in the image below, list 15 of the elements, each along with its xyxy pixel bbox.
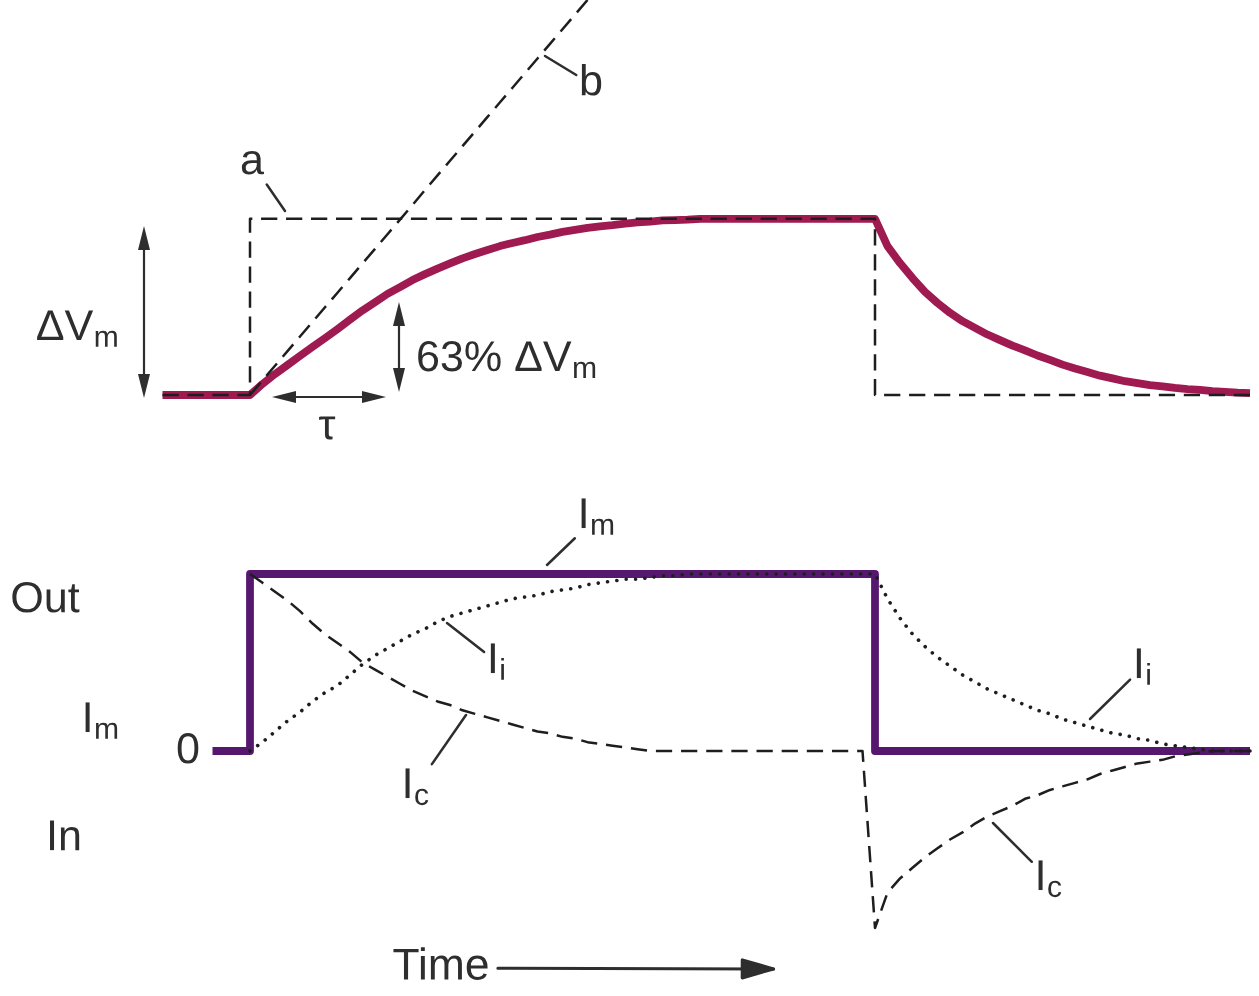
annotation: a [241,150,264,175]
text: 0 [177,733,199,764]
text: In [50,820,80,851]
annotation: b [581,63,602,96]
text: Out [12,582,80,613]
annotation: I$_{i}$ [490,643,504,680]
annotation: I$_{i}$ [1136,648,1150,685]
text: I$_{m}$ [581,498,614,535]
text: τ [319,416,336,440]
x-axis-title: Time [393,947,488,980]
annotation: I$_{c}$ [1038,860,1062,898]
text: ΔV$_{m}$ [37,310,117,347]
y-axis-title: I$_{m}$ [85,702,118,739]
annotation: I$_{c}$ [405,768,429,806]
annotation: 63% ΔV$_{m}$ [418,340,596,378]
